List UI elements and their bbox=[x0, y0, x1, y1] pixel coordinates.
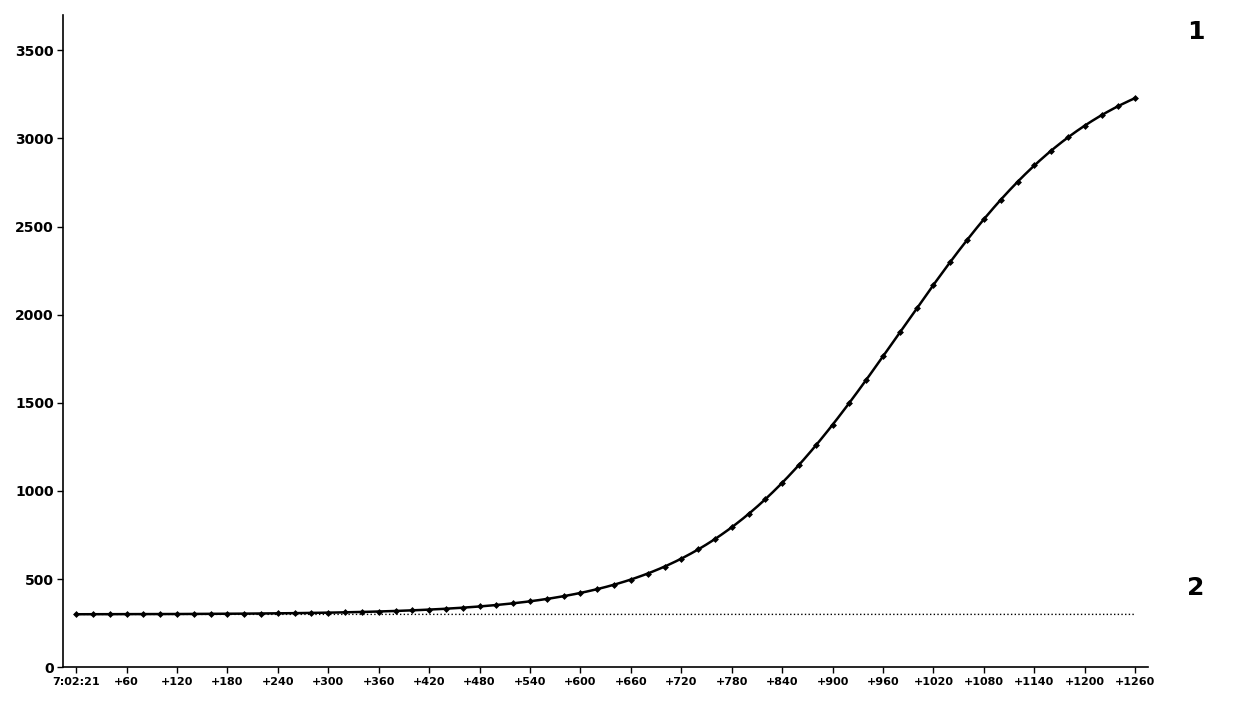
Text: 2: 2 bbox=[1187, 576, 1204, 600]
Text: 1: 1 bbox=[1187, 20, 1204, 44]
